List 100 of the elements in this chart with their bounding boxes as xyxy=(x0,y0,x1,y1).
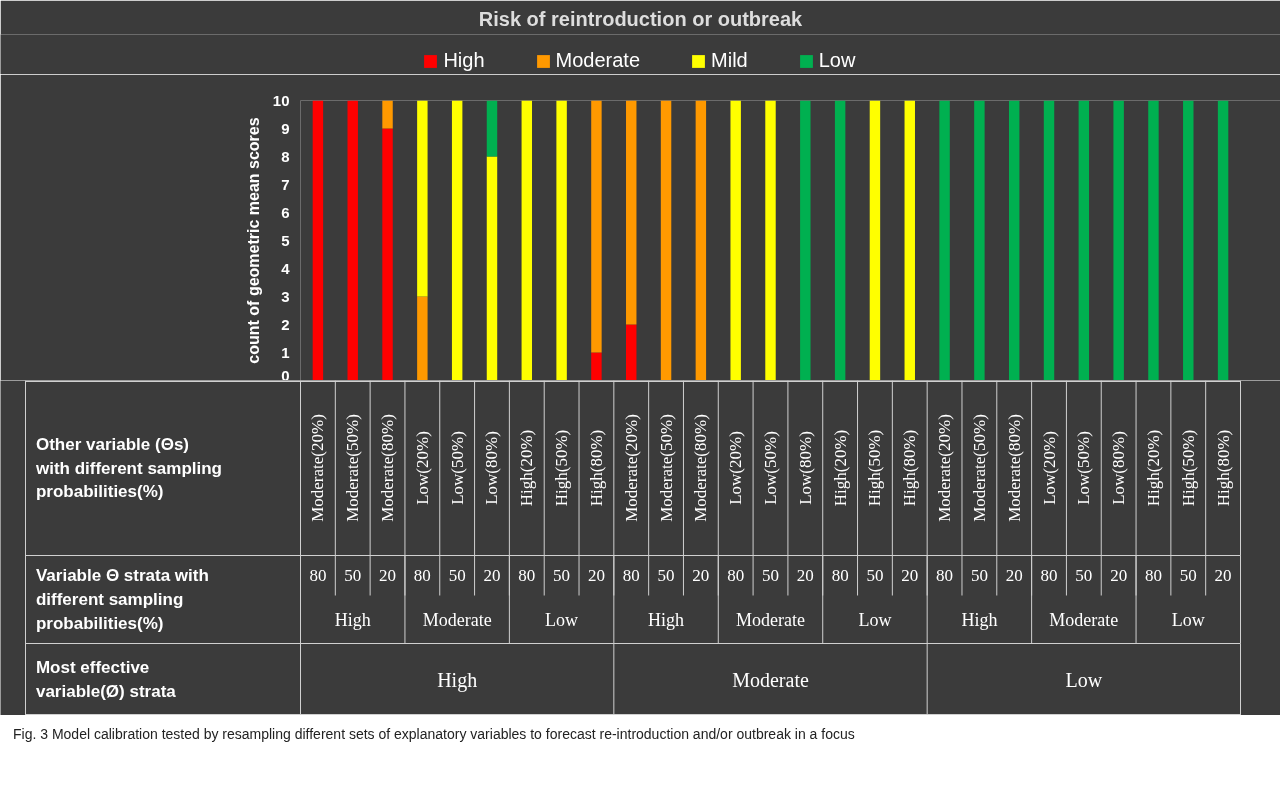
text: 20 xyxy=(796,566,814,585)
legend-label: High xyxy=(443,49,485,72)
text: 20 xyxy=(1005,566,1023,585)
bar xyxy=(417,100,428,297)
bar xyxy=(974,100,985,380)
x-tick-label: Moderate(80%) xyxy=(1004,414,1024,522)
text: High xyxy=(334,609,371,630)
bar xyxy=(451,100,463,380)
text: 80 xyxy=(309,566,327,585)
bar xyxy=(939,100,950,380)
text: Most effective variable(Ø) strata xyxy=(35,658,177,701)
bar xyxy=(556,100,567,380)
text: 50 xyxy=(1179,566,1197,585)
text: 20 xyxy=(692,566,710,585)
bar xyxy=(417,296,428,380)
x-tick-label: Moderate(50%) xyxy=(656,414,676,522)
text: 50 xyxy=(970,566,988,585)
x-tick-label: Low(20%) xyxy=(412,431,432,505)
text: Low xyxy=(545,609,579,630)
bar xyxy=(591,352,602,380)
text: Other variable (Θs) with different sampling probabilities(%) xyxy=(34,434,223,502)
y-tick-label: 7 xyxy=(281,175,290,193)
bar xyxy=(626,324,637,380)
x-tick-label: Low(80%) xyxy=(482,431,502,505)
bar xyxy=(695,100,707,380)
text: 20 xyxy=(587,566,605,585)
x-tick-label: Low(20%) xyxy=(1039,431,1059,505)
text: 80 xyxy=(413,566,431,585)
x-tick-label: High(80%) xyxy=(1213,429,1233,507)
text: High xyxy=(437,668,478,692)
bar xyxy=(834,100,846,380)
text: High xyxy=(648,609,685,630)
chart-title: Risk of reintroduction or outbreak xyxy=(478,7,804,30)
x-tick-label: Moderate(50%) xyxy=(343,414,363,522)
text: 80 xyxy=(1040,566,1058,585)
text: 50 xyxy=(657,566,675,585)
bar xyxy=(1113,100,1124,380)
y-tick-label: 3 xyxy=(281,287,290,305)
x-tick-label: Moderate(20%) xyxy=(935,414,955,522)
text: 50 xyxy=(448,566,466,585)
text: Variable Θ strata with different sampling probabilities(%) xyxy=(35,566,209,633)
y-axis-title: count of geometric mean scores xyxy=(244,117,262,364)
x-tick-label: Low(50%) xyxy=(447,431,467,505)
x-tick-label: Low(80%) xyxy=(1109,431,1129,505)
x-tick-label: High(20%) xyxy=(1143,429,1163,507)
text: 50 xyxy=(762,566,779,585)
x-tick-label: High(50%) xyxy=(1178,429,1198,507)
bar xyxy=(382,100,393,129)
text: 50 xyxy=(344,566,362,585)
text: Moderate xyxy=(732,668,809,691)
y-tick-label: 5 xyxy=(281,231,290,249)
x-tick-label: Moderate(80%) xyxy=(691,414,711,522)
bar xyxy=(730,100,741,380)
x-tick-label: Moderate(20%) xyxy=(621,414,641,522)
y-tick-label: 1 xyxy=(281,343,290,361)
bar xyxy=(312,100,324,380)
text: 80 xyxy=(622,566,640,585)
bar xyxy=(1008,100,1020,380)
bar xyxy=(1148,100,1159,380)
x-tick-label: High(80%) xyxy=(900,429,920,507)
x-tick-label: High(80%) xyxy=(586,429,606,507)
bar xyxy=(1078,100,1090,380)
text: High xyxy=(961,609,998,630)
text: Low xyxy=(1065,668,1103,691)
text: 20 xyxy=(901,566,919,585)
y-tick-label: 6 xyxy=(281,203,290,221)
y-tick-label: 10 xyxy=(272,91,290,109)
bar xyxy=(347,100,358,380)
bar xyxy=(765,100,776,380)
bar xyxy=(869,100,881,380)
x-tick-label: High(20%) xyxy=(517,429,537,507)
bar xyxy=(591,100,602,353)
y-tick-label: 9 xyxy=(281,119,290,137)
text: Moderate xyxy=(1049,609,1119,630)
bar xyxy=(904,100,915,380)
text: 20 xyxy=(1214,566,1232,585)
bar xyxy=(382,128,393,380)
text: 80 xyxy=(831,566,849,585)
bar xyxy=(626,100,637,325)
text: 20 xyxy=(379,566,397,585)
text: 80 xyxy=(1144,566,1162,585)
x-tick-label: Moderate(20%) xyxy=(308,414,328,522)
text: 50 xyxy=(866,566,884,585)
text: 50 xyxy=(1075,566,1093,585)
legend-label: Low xyxy=(818,49,856,72)
text: 20 xyxy=(1110,566,1128,585)
bar xyxy=(1043,100,1055,380)
text: 80 xyxy=(727,566,745,585)
text: 80 xyxy=(518,566,536,585)
bar xyxy=(486,100,498,157)
text: 80 xyxy=(936,566,954,585)
y-tick-label: 8 xyxy=(281,147,290,165)
x-tick-label: Low(50%) xyxy=(1074,431,1094,505)
y-tick-label: 0 xyxy=(281,366,290,384)
x-tick-label: High(20%) xyxy=(830,429,850,507)
bar xyxy=(1217,100,1229,380)
text: Moderate xyxy=(422,609,492,630)
legend-label: Mild xyxy=(711,49,748,72)
text: 20 xyxy=(483,566,501,585)
text: Low xyxy=(858,609,892,630)
